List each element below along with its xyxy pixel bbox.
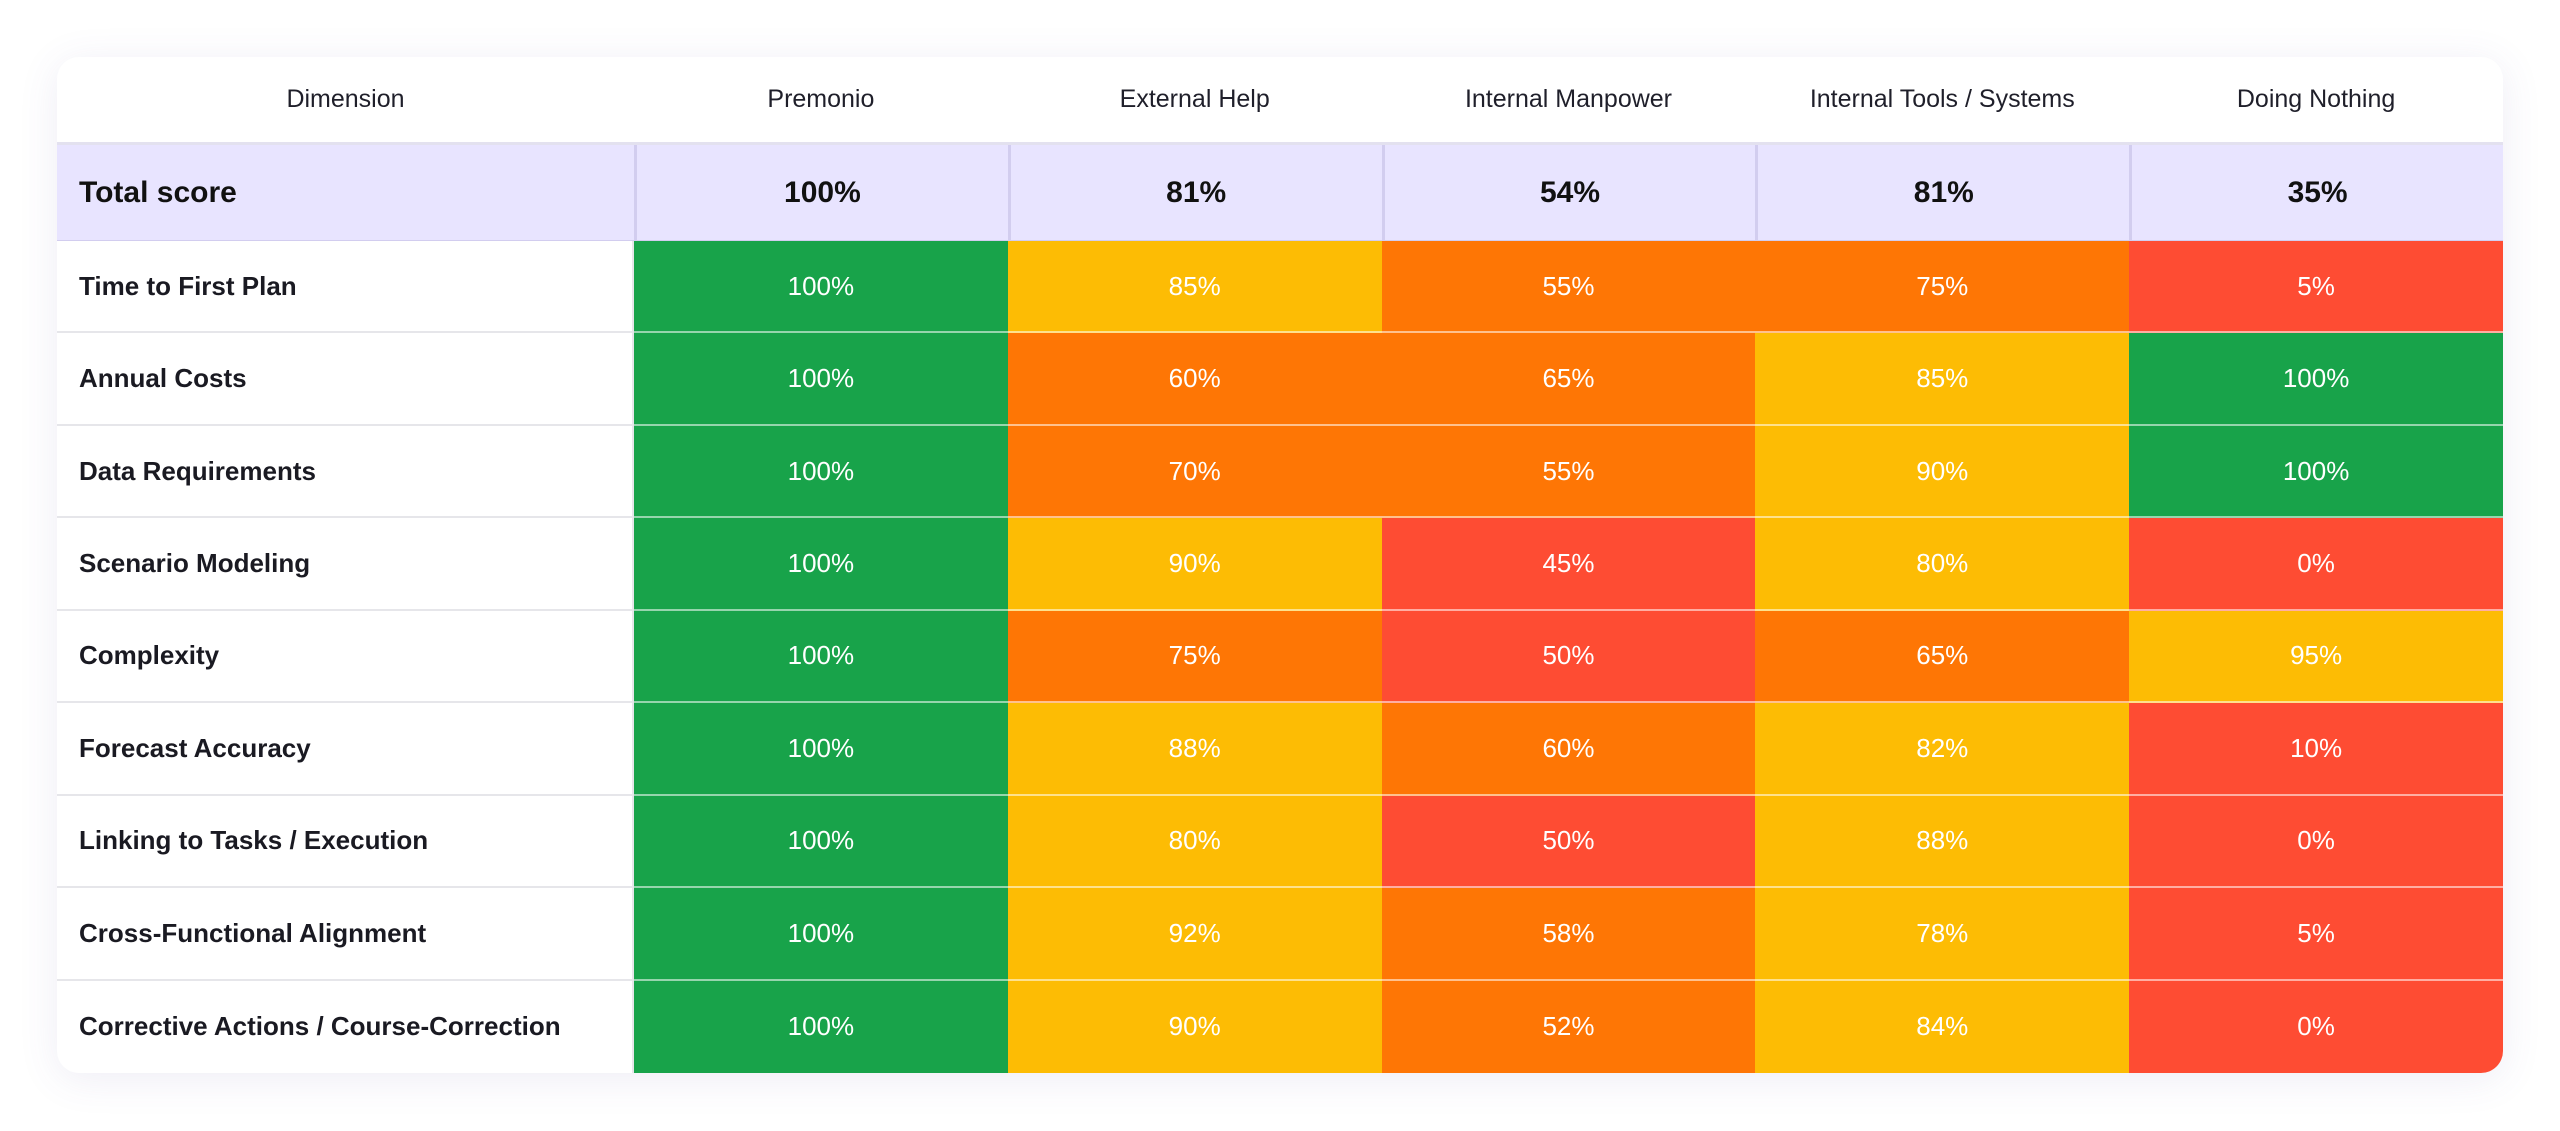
score-cell: 100% bbox=[634, 888, 1008, 981]
row-label: Annual Costs bbox=[57, 333, 634, 426]
score-cell: 78% bbox=[1755, 888, 2130, 981]
row-label: Corrective Actions / Course-Correction bbox=[57, 980, 634, 1073]
column-header: Internal Manpower bbox=[1381, 57, 1756, 145]
score-cell: 50% bbox=[1381, 610, 1756, 704]
score-cell: 5% bbox=[2129, 888, 2503, 981]
score-cell: 100% bbox=[634, 518, 1008, 611]
total-score: 35% bbox=[2129, 145, 2503, 241]
score-cell: 85% bbox=[1007, 241, 1382, 334]
total-label: Total score bbox=[57, 145, 634, 241]
score-cell: 90% bbox=[1007, 518, 1382, 611]
score-cell: 100% bbox=[2129, 333, 2503, 426]
score-cell: 0% bbox=[2129, 980, 2503, 1073]
total-score: 54% bbox=[1381, 145, 1756, 241]
score-cell: 100% bbox=[634, 980, 1008, 1073]
row-label: Time to First Plan bbox=[57, 241, 634, 334]
score-cell: 10% bbox=[2129, 703, 2503, 796]
score-cell: 100% bbox=[634, 610, 1008, 704]
score-cell: 80% bbox=[1755, 518, 2130, 611]
score-cell: 0% bbox=[2129, 795, 2503, 889]
score-cell: 55% bbox=[1381, 241, 1756, 334]
score-cell: 100% bbox=[2129, 425, 2503, 519]
score-cell: 100% bbox=[634, 241, 1008, 334]
row-label: Forecast Accuracy bbox=[57, 703, 634, 796]
row-label: Data Requirements bbox=[57, 425, 634, 519]
row-label: Scenario Modeling bbox=[57, 518, 634, 611]
score-cell: 100% bbox=[634, 703, 1008, 796]
score-cell: 65% bbox=[1381, 333, 1756, 426]
score-cell: 55% bbox=[1381, 425, 1756, 519]
score-cell: 58% bbox=[1381, 888, 1756, 981]
column-header: Internal Tools / Systems bbox=[1755, 57, 2130, 145]
score-cell: 82% bbox=[1755, 703, 2130, 796]
score-cell: 85% bbox=[1755, 333, 2130, 426]
total-score: 81% bbox=[1755, 145, 2130, 241]
score-cell: 45% bbox=[1381, 518, 1756, 611]
score-cell: 88% bbox=[1007, 703, 1382, 796]
score-cell: 50% bbox=[1381, 795, 1756, 889]
comparison-table: Dimension Premonio External Help Internal M… bbox=[57, 57, 2503, 1073]
score-cell: 52% bbox=[1381, 980, 1756, 1073]
score-cell: 90% bbox=[1755, 425, 2130, 519]
row-label: Complexity bbox=[57, 610, 634, 704]
total-score: 81% bbox=[1007, 145, 1382, 241]
score-cell: 90% bbox=[1007, 980, 1382, 1073]
score-cell: 92% bbox=[1007, 888, 1382, 981]
column-header: External Help bbox=[1007, 57, 1382, 145]
column-header: Dimension bbox=[57, 57, 634, 145]
row-label: Linking to Tasks / Execution bbox=[57, 795, 634, 889]
score-cell: 0% bbox=[2129, 518, 2503, 611]
score-cell: 75% bbox=[1755, 241, 2130, 334]
score-cell: 95% bbox=[2129, 610, 2503, 704]
score-cell: 100% bbox=[634, 425, 1008, 519]
score-cell: 70% bbox=[1007, 425, 1382, 519]
score-cell: 84% bbox=[1755, 980, 2130, 1073]
score-cell: 80% bbox=[1007, 795, 1382, 889]
column-header: Doing Nothing bbox=[2129, 57, 2503, 145]
score-cell: 65% bbox=[1755, 610, 2130, 704]
score-cell: 5% bbox=[2129, 241, 2503, 334]
column-header: Premonio bbox=[634, 57, 1008, 145]
score-cell: 75% bbox=[1007, 610, 1382, 704]
score-cell: 60% bbox=[1381, 703, 1756, 796]
row-label: Cross-Functional Alignment bbox=[57, 888, 634, 981]
score-cell: 100% bbox=[634, 795, 1008, 889]
total-score: 100% bbox=[634, 145, 1008, 241]
score-cell: 100% bbox=[634, 333, 1008, 426]
score-cell: 88% bbox=[1755, 795, 2130, 889]
score-cell: 60% bbox=[1007, 333, 1382, 426]
